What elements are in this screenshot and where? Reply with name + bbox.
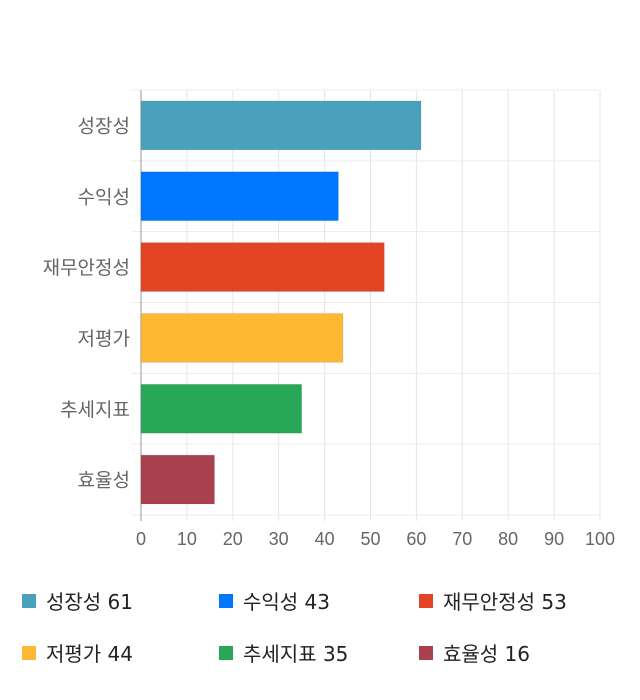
legend-label: 저평가 44 (46, 642, 134, 666)
x-tick-label: 50 (360, 529, 380, 549)
category-label: 저평가 (78, 328, 130, 350)
x-tick-label: 60 (406, 529, 426, 549)
bar-2 (140, 242, 385, 293)
bar-4 (140, 383, 303, 434)
bar-3 (140, 313, 344, 363)
legend-item[interactable]: 추세지표 35 (219, 638, 348, 667)
x-tick-label: 70 (452, 529, 472, 549)
category-label: 수익성 (78, 186, 130, 208)
category-label: 재무안정성 (43, 257, 130, 279)
category-label: 성장성 (78, 115, 130, 137)
x-tick-label: 10 (177, 529, 197, 549)
legend-swatch (219, 593, 233, 608)
x-tick-label: 20 (223, 529, 243, 549)
x-tick-label: 0 (136, 529, 146, 549)
x-tick-label: 90 (544, 529, 564, 549)
legend-item[interactable]: 저평가 44 (22, 638, 133, 667)
legend-swatch (219, 645, 233, 660)
legend-item[interactable]: 수익성 43 (219, 586, 330, 615)
legend-label: 효율성 16 (443, 642, 531, 666)
category-label: 효율성 (78, 470, 130, 492)
x-tick-label: 100 (585, 529, 615, 549)
legend-label: 수익성 43 (243, 590, 331, 614)
x-tick-label: 80 (498, 529, 518, 549)
legend-swatch (22, 645, 36, 660)
legend-swatch (419, 645, 433, 660)
category-label: 추세지표 (60, 399, 130, 421)
bar-chart: 0 10 20 30 40 50 60 70 80 90 100 성장성수익성재무안정성저평가추세지표… (43, 89, 615, 549)
legend-label: 성장성 61 (46, 590, 134, 614)
legend-item[interactable]: 성장성 61 (22, 586, 133, 615)
x-tick-label: 40 (315, 529, 335, 549)
bar-1 (140, 171, 339, 222)
bar-0 (140, 100, 422, 151)
legend-label: 재무안정성 53 (443, 590, 567, 614)
legend-item[interactable]: 재무안정성 53 (419, 586, 567, 615)
legend-swatch (22, 593, 36, 608)
legend-swatch (419, 593, 433, 608)
legend-label: 추세지표 35 (243, 642, 349, 666)
x-tick-label: 30 (269, 529, 289, 549)
legend-item[interactable]: 효율성 16 (419, 638, 530, 667)
bar-5 (140, 454, 215, 505)
